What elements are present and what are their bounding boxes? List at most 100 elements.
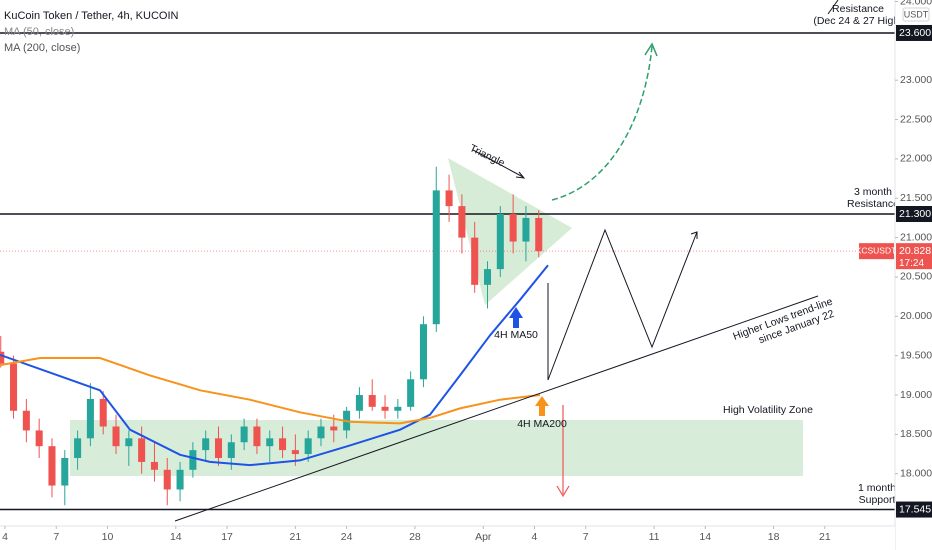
candle-body <box>407 379 415 407</box>
x-tick-label: 14 <box>699 531 711 543</box>
annotation: 4H MA200 <box>517 418 567 430</box>
y-tick-label: 22.500 <box>900 113 932 125</box>
annotation: Triangle <box>468 142 507 169</box>
candle-body <box>240 426 248 443</box>
y-tick-label: 24.000 <box>900 0 932 7</box>
annotation: (Dec 24 & 27 High) <box>813 15 902 27</box>
triangle-pointer <box>472 149 524 178</box>
level-label-box <box>896 206 932 223</box>
y-tick-label: 19.500 <box>900 349 932 361</box>
level-label: 21.300 <box>899 208 931 220</box>
currency-box <box>902 7 930 22</box>
candle-body <box>291 450 299 455</box>
y-tick-label: 20.500 <box>900 271 932 283</box>
y-tick-label: 23.000 <box>900 74 932 86</box>
candle-body <box>125 438 133 447</box>
y-tick-label: 19.000 <box>900 389 932 401</box>
candle-body <box>227 442 235 458</box>
candle-body <box>522 217 530 242</box>
time-axis <box>0 526 895 550</box>
candle-body <box>112 426 120 447</box>
candle-body <box>279 438 287 451</box>
last-price-box <box>896 243 932 270</box>
x-tick-label: 7 <box>583 531 589 543</box>
annotation: 3 month <box>854 186 892 198</box>
x-tick-label: 24 <box>341 531 353 543</box>
bull-arrow <box>551 45 653 201</box>
candle-body <box>419 324 427 380</box>
y-tick-label: 18.000 <box>900 468 932 480</box>
candle-body <box>317 426 325 439</box>
x-tick-label: 10 <box>102 531 114 543</box>
x-tick-label: 11 <box>649 531 660 543</box>
arrow-head <box>690 231 698 239</box>
x-tick-label: 4 <box>2 531 8 543</box>
candle-body <box>214 438 223 458</box>
arrow-head <box>644 42 658 57</box>
candle-body <box>394 406 402 411</box>
ma50-arrow <box>509 307 523 328</box>
trend-line <box>174 295 819 522</box>
candle-body <box>74 438 82 458</box>
ma-line <box>0 264 549 467</box>
x-tick-label: 21 <box>819 531 831 543</box>
candle-body <box>99 398 107 427</box>
candle-body <box>355 395 363 411</box>
candle-body <box>138 438 146 462</box>
candle-body <box>86 398 94 439</box>
trendline-label: Higher Lows trend-line since January 22 <box>731 296 835 347</box>
candle-body <box>266 438 274 447</box>
projection-path <box>547 228 698 381</box>
candle-body <box>432 190 440 325</box>
y-tick-label: 22.000 <box>900 153 932 165</box>
symbol-label: KCSUSDT <box>856 245 897 255</box>
x-tick-label: 28 <box>409 531 421 543</box>
level-label: 17.545 <box>899 503 931 515</box>
currency: USDT <box>904 9 929 19</box>
candle-body <box>10 363 18 411</box>
candle-body <box>163 469 171 490</box>
candle-body <box>150 461 158 470</box>
candle-body <box>330 426 338 431</box>
legend-entry: MA (200, close) <box>4 42 80 54</box>
candle-body <box>35 430 43 447</box>
x-tick-label: 7 <box>53 531 59 543</box>
annotation: 1 month <box>858 482 896 494</box>
candle-body <box>471 237 479 285</box>
x-tick-label: 14 <box>170 531 182 543</box>
y-tick-label: 20.000 <box>900 310 932 322</box>
symbol-box <box>859 243 894 260</box>
annotation: High Volatility Zone <box>723 404 813 416</box>
level-label-box <box>896 24 932 41</box>
plot <box>0 32 895 511</box>
candle-body <box>381 406 389 411</box>
ma-line <box>0 357 541 425</box>
candle-body <box>458 206 466 238</box>
candle-body <box>0 351 5 364</box>
candle-body <box>202 438 210 451</box>
level-label-box <box>896 501 932 518</box>
resistance-pointer <box>827 0 839 15</box>
candle-body <box>176 469 184 490</box>
candle-body <box>368 395 376 407</box>
candle-body <box>253 426 261 447</box>
candle-body <box>189 450 197 470</box>
countdown: 17:24 <box>899 258 924 269</box>
annotation: Support <box>859 494 896 506</box>
candle-body <box>496 214 504 270</box>
arrow-head <box>515 171 526 179</box>
x-tick-label: 21 <box>290 531 302 543</box>
chart-title: KuCoin Token / Tether, 4h, KUCOIN <box>4 10 179 22</box>
level-label: 23.600 <box>899 27 931 39</box>
x-tick-label: 17 <box>221 531 233 543</box>
x-tick-label: 18 <box>768 531 780 543</box>
last-price-label: 20.828 <box>899 245 931 257</box>
ma200-arrow <box>535 396 549 416</box>
annotation: Resistance <box>832 3 884 15</box>
candle-body <box>61 457 69 486</box>
annotation: Resistance <box>847 198 899 210</box>
candle-body <box>22 410 30 431</box>
